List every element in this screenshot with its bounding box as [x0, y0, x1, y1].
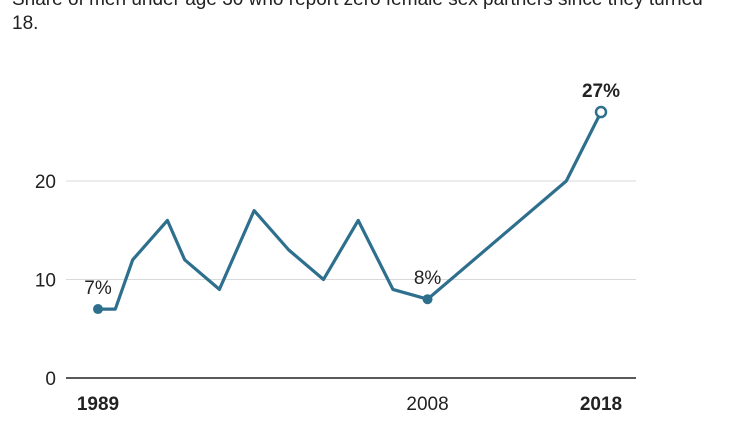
x-tick-label: 2018 — [580, 394, 622, 415]
data-point-marker — [93, 304, 103, 315]
x-tick-label: 1989 — [77, 394, 119, 415]
y-tick-label: 0 — [45, 369, 56, 390]
x-tick-label: 2008 — [406, 394, 448, 415]
series-line — [96, 110, 603, 311]
data-point-marker — [594, 105, 608, 119]
data-point-marker — [422, 294, 433, 305]
data-label: 7% — [84, 278, 112, 299]
y-tick-label: 20 — [35, 172, 56, 193]
data-label: 8% — [414, 268, 442, 289]
data-label: 27% — [582, 81, 620, 102]
chart-subtitle: Share of men under age 30 who report zer… — [12, 0, 703, 34]
y-tick-label: 10 — [35, 271, 56, 292]
